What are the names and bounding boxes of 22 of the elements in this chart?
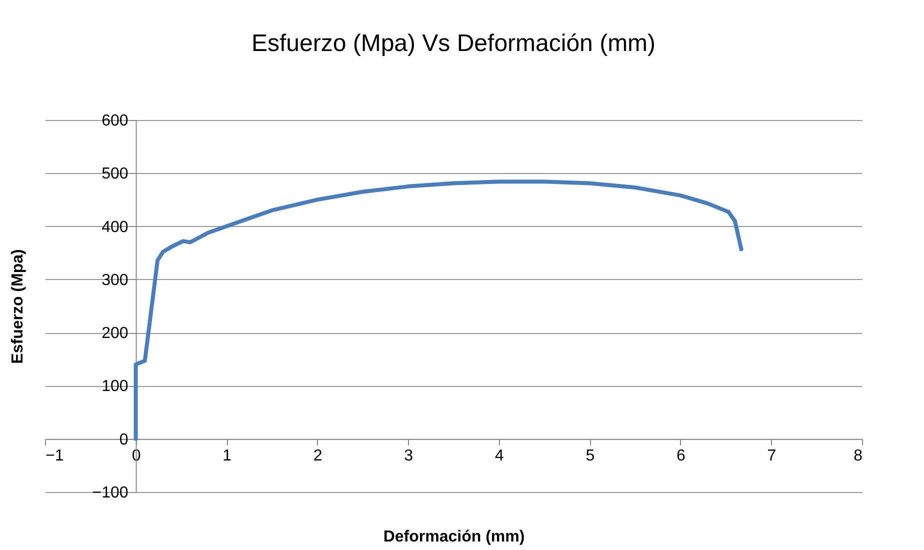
x-tick-label: 3	[404, 447, 414, 464]
y-tick-label: 500	[102, 166, 128, 183]
y-tick-label: 100	[102, 378, 128, 396]
x-tick-label: 1	[222, 447, 232, 464]
y-tick-label: 600	[102, 112, 128, 130]
x-tick-label: −1	[46, 447, 64, 464]
x-tick-label: 5	[586, 447, 595, 464]
y-axis-title: Esfuerzo (Mpa)	[9, 249, 26, 364]
x-tick-label: 6	[676, 447, 686, 464]
x-tick-label: 7	[767, 447, 776, 464]
y-tick-label: 400	[102, 218, 128, 236]
x-axis-title: Deformación (mm)	[383, 528, 525, 546]
y-tick-label: 0	[119, 431, 128, 448]
x-tick-label: 4	[494, 447, 504, 464]
y-tick-label: 200	[102, 325, 128, 342]
y-tick-label: 300	[102, 272, 128, 289]
x-tick-label: 0	[132, 447, 141, 464]
chart-title: Esfuerzo (Mpa) Vs Deformación (mm)	[251, 30, 656, 57]
line-series	[134, 180, 744, 441]
y-tick-label: −100	[92, 484, 128, 502]
x-tick-label: 2	[313, 447, 322, 464]
x-tick-label: 8	[854, 447, 863, 464]
